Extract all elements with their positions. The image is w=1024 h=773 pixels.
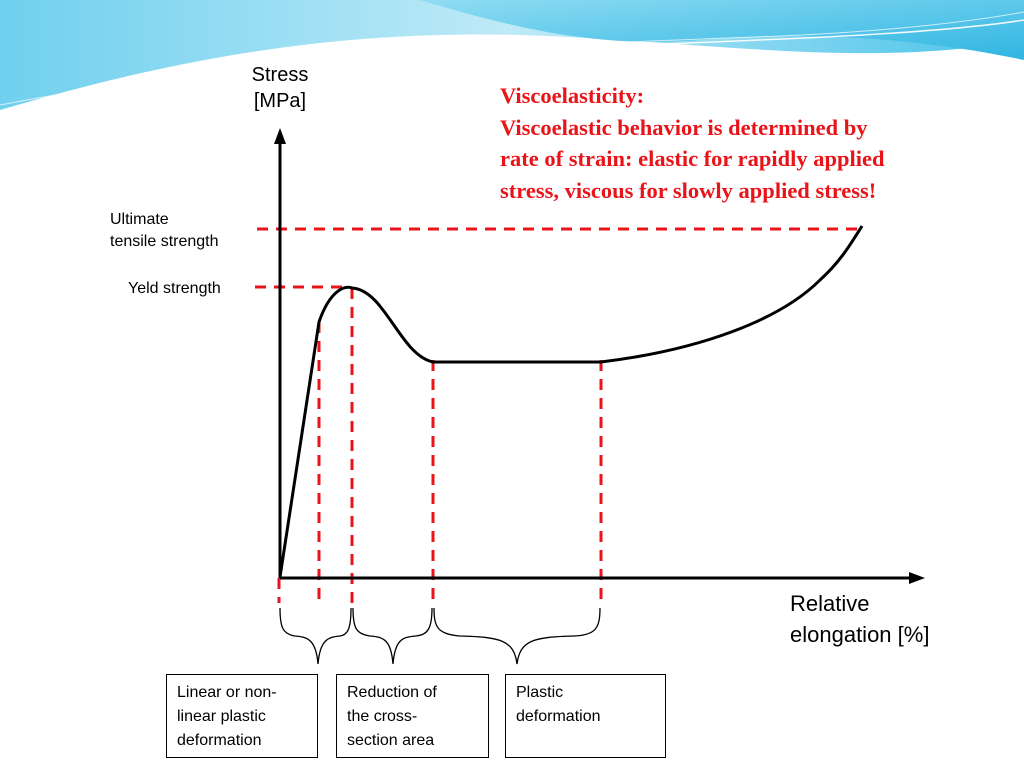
note-line-2: rate of strain: elastic for rapidly appl… (500, 146, 885, 171)
y-axis-label-line-2: [MPa] (253, 90, 307, 112)
header-wave-line (0, 19, 1024, 113)
brace-reduction-region (352, 607, 433, 665)
y-axis-label: Stress [MPa] (232, 62, 328, 114)
x-axis-arrow-icon (909, 572, 925, 584)
region-reduction-line-2: the cross- (347, 708, 418, 725)
axes (274, 128, 925, 584)
region-reduction-line-1: Reduction of (347, 684, 437, 701)
region-plastic-line-1: Plastic (516, 684, 564, 701)
guide-lines (255, 227, 862, 603)
x-axis-label-line-1: Relative (790, 591, 870, 616)
x-axis-label-line-2: elongation [%] (790, 622, 930, 647)
region-box-reduction: Reduction of the cross- section area (336, 674, 489, 758)
note-line-1: Viscoelastic behavior is determined by (500, 114, 868, 140)
x-axis-label: Relative elongation [%] (790, 588, 929, 650)
ultimate-strength-label-line-1: Ultimate (110, 211, 169, 228)
viscoelasticity-note: Viscoelasticity: Viscoelastic behavior i… (500, 80, 1000, 206)
header-wave-front (420, 0, 1024, 60)
brace-plastic-region (433, 607, 601, 665)
y-axis-label-line-1: Stress (251, 64, 309, 86)
region-reduction-line-3: section area (347, 732, 435, 749)
region-linear-line-2: linear plastic (177, 708, 266, 725)
stress-strain-curve (278, 225, 864, 578)
brace-linear-region (279, 607, 352, 665)
region-plastic-line-2: deformation (516, 708, 601, 725)
region-box-linear: Linear or non- linear plastic deformatio… (166, 674, 318, 758)
region-linear-line-1: Linear or non- (177, 684, 277, 701)
note-title: Viscoelasticity: (500, 83, 645, 108)
ultimate-strength-label: Ultimate tensile strength (110, 209, 219, 253)
region-braces (279, 607, 601, 665)
yield-strength-label: Yeld strength (128, 280, 221, 297)
region-linear-line-3: deformation (177, 732, 262, 749)
ultimate-strength-label-line-2: tensile strength (110, 233, 219, 250)
region-box-plastic: Plastic deformation (505, 674, 666, 758)
note-line-3: stress, viscous for slowly applied stres… (500, 177, 877, 203)
header-waves (0, 0, 1024, 113)
y-axis-arrow-icon (274, 128, 286, 144)
header-wave-line-2 (0, 11, 1024, 106)
